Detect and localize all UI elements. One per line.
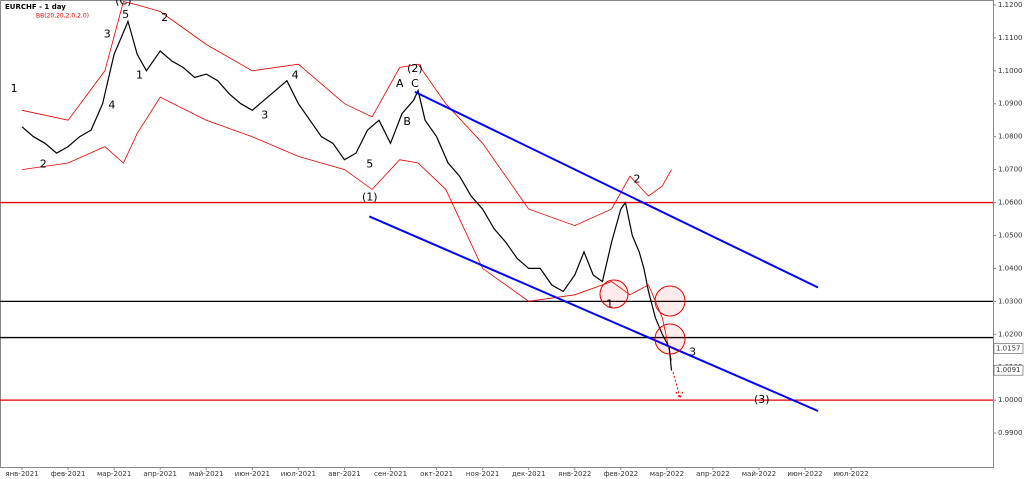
x-tick-label: янв-2021 — [5, 470, 38, 478]
wave-label: B — [403, 115, 411, 128]
price-label-box — [993, 364, 1024, 376]
wave-label: 5 — [122, 8, 129, 21]
y-tick-label: 0.9900 — [998, 429, 1023, 437]
channel-line — [414, 91, 819, 289]
price-label-box — [993, 343, 1024, 354]
x-tick-label: ноя-2021 — [466, 470, 499, 478]
x-tick-label: июн-2021 — [235, 470, 270, 478]
wave-label: (1) — [362, 191, 378, 204]
y-tick-label: 1.0500 — [998, 231, 1023, 239]
x-tick-label: апр-2021 — [143, 470, 177, 478]
y-tick-label: 1.0000 — [998, 396, 1023, 404]
bollinger-band — [21, 96, 672, 361]
wave-label: 4 — [292, 69, 299, 82]
y-tick-label: 1.1200 — [998, 1, 1023, 9]
channel-line — [368, 215, 819, 412]
y-tick-label: 1.0300 — [998, 297, 1023, 305]
x-tick-label: дек-2021 — [512, 470, 546, 478]
price-label: 1.0091 — [996, 366, 1021, 374]
x-tick-label: май-2022 — [742, 470, 776, 478]
highlight-circle — [599, 279, 629, 309]
highlight-circle — [654, 285, 686, 317]
wave-label: (C) — [115, 0, 131, 8]
x-tick-label: май-2021 — [189, 470, 223, 478]
wave-label: 5 — [366, 158, 373, 171]
x-tick-label: июн-2022 — [787, 470, 822, 478]
price-label: 1.0157 — [996, 344, 1021, 352]
wave-label: 3 — [104, 28, 111, 41]
x-tick-label: апр-2022 — [696, 470, 730, 478]
highlight-circle — [654, 323, 686, 355]
y-tick-label: 1.0900 — [998, 100, 1023, 108]
x-tick-label: июл-2021 — [281, 470, 316, 478]
x-tick-label: авг-2021 — [328, 470, 360, 478]
y-tick-label: 1.0200 — [998, 330, 1023, 338]
wave-label: (3) — [754, 393, 770, 406]
x-tick-label: июл-2022 — [833, 470, 868, 478]
x-tick-label: мар-2022 — [650, 470, 684, 478]
forecast-arrow — [672, 371, 684, 400]
x-tick-label: янв-2022 — [558, 470, 591, 478]
wave-label: 3 — [689, 345, 696, 358]
wave-label: 3 — [261, 108, 268, 121]
wave-label: 1 — [136, 69, 143, 82]
wave-label: 1 — [11, 82, 18, 95]
wave-label: 1 — [606, 298, 613, 311]
wave-label: 2 — [161, 11, 168, 24]
chart-title: EURCHF - 1 day — [5, 3, 66, 11]
wave-label: (2) — [407, 62, 423, 75]
wave-label: C — [411, 77, 419, 90]
chart-subtitle: BB(20,20,2.0,2.0) — [36, 13, 89, 20]
y-tick-label: 1.0700 — [998, 166, 1023, 174]
wave-label: 2 — [40, 158, 47, 171]
x-tick-label: мар-2021 — [97, 470, 131, 478]
x-tick-label: фев-2022 — [603, 470, 638, 478]
y-tick-label: 1.0600 — [998, 199, 1023, 207]
wave-label: A — [396, 77, 404, 90]
y-tick-label: 1.1100 — [998, 34, 1023, 42]
wave-label: 2 — [633, 172, 640, 185]
x-tick-label: сен-2021 — [374, 470, 407, 478]
y-tick-label: 1.0400 — [998, 264, 1023, 272]
highlights — [599, 279, 686, 400]
plot-frame — [0, 0, 994, 468]
wave-label: 4 — [108, 98, 115, 111]
x-tick-label: фев-2021 — [51, 470, 86, 478]
price-line — [21, 19, 673, 371]
y-tick-label: 1.1000 — [998, 67, 1023, 75]
x-tick-label: окт-2021 — [420, 470, 453, 478]
y-tick-label: 1.0800 — [998, 133, 1023, 141]
